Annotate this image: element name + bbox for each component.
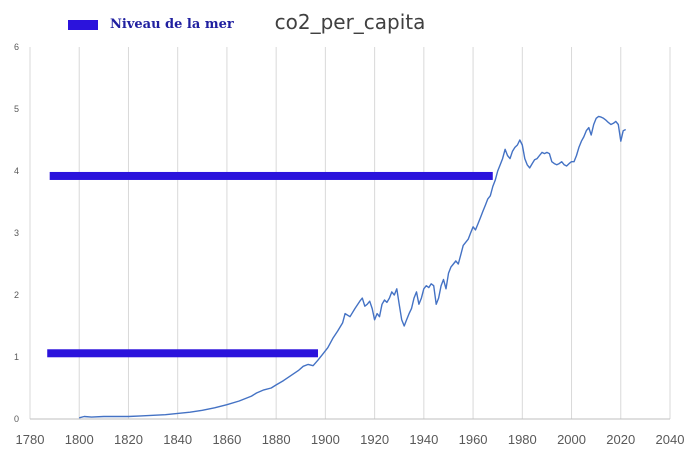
x-tick-label: 2000 — [557, 432, 586, 447]
co2-per-capita-line — [79, 115, 627, 419]
x-tick-label: 1800 — [65, 432, 94, 447]
y-tick-label: 0 — [14, 414, 19, 424]
y-tick-label: 3 — [14, 228, 19, 238]
x-tick-label: 1980 — [508, 432, 537, 447]
x-tick-label: 1820 — [114, 432, 143, 447]
y-tick-label: 5 — [14, 104, 19, 114]
x-tick-label: 2040 — [656, 432, 685, 447]
x-tick-label: 1960 — [459, 432, 488, 447]
y-tick-label: 2 — [14, 290, 19, 300]
horizontal-bar — [49, 171, 493, 180]
x-tick-label: 1780 — [16, 432, 45, 447]
x-tick-label: 1840 — [163, 432, 192, 447]
x-tick-label: 1940 — [409, 432, 438, 447]
horizontal-bar — [47, 349, 318, 358]
x-tick-label: 1900 — [311, 432, 340, 447]
legend-label: Niveau de la mer — [110, 17, 234, 32]
x-tick-label: 1920 — [360, 432, 389, 447]
legend: Niveau de la mer — [68, 17, 234, 32]
x-tick-label: 1880 — [262, 432, 291, 447]
x-tick-label: 2020 — [606, 432, 635, 447]
y-tick-label: 6 — [14, 42, 19, 52]
chart-title: co2_per_capita — [274, 10, 426, 34]
legend-swatch — [68, 19, 98, 30]
x-tick-label: 1860 — [212, 432, 241, 447]
y-tick-label: 4 — [14, 166, 19, 176]
y-tick-label: 1 — [14, 352, 19, 362]
